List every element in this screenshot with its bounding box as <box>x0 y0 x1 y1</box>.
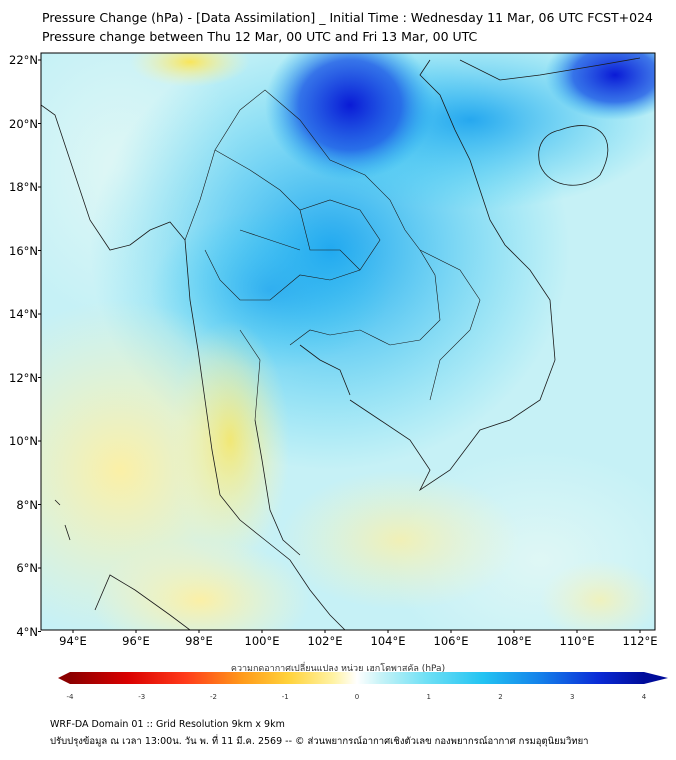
lat-tick-label: 16°N <box>9 243 38 258</box>
lat-tick-label: 10°N <box>9 434 38 448</box>
colorbar <box>70 672 644 684</box>
lat-tick-label: 18°N <box>9 180 38 194</box>
lat-tick-label: 14°N <box>9 307 38 321</box>
colorbar-tick-label: 4 <box>641 693 647 701</box>
colorbar-tick-label: 2 <box>498 693 503 701</box>
plot-frame <box>40 52 656 631</box>
lon-tick-label: 106°E <box>433 634 469 648</box>
lon-tick-label: 102°E <box>307 634 343 648</box>
map-title: Pressure Change (hPa) - [Data Assimilati… <box>42 10 654 25</box>
colorbar-tick-label: -1 <box>281 693 289 701</box>
colorbar-tick-label: 3 <box>570 693 575 701</box>
lat-tick-label: 6°N <box>16 561 38 575</box>
lon-tick-label: 94°E <box>59 634 87 648</box>
lon-tick-label: 100°E <box>244 634 280 648</box>
colorbar-tick-label: -4 <box>66 693 74 701</box>
lat-tick-label: 12°N <box>9 370 38 385</box>
colorbar-tick-label: -3 <box>138 693 146 701</box>
lat-tick-label: 4°N <box>16 624 38 639</box>
lon-tick-label: 110°E <box>559 634 595 648</box>
colorbar-tick-label: -2 <box>210 693 217 701</box>
lon-tick-label: 112°E <box>622 634 658 648</box>
lat-tick-label: 22°N <box>9 53 38 67</box>
colorbar-min-arrow <box>58 672 70 684</box>
borders <box>184 89 481 421</box>
lon-tick-label: 108°E <box>496 634 532 648</box>
colorbar-tick-label: 0 <box>354 693 360 701</box>
colorbar-label: ความกดอากาศเปลี่ยนแปลง หน่วย เฮกโตพาสคัล… <box>230 664 446 674</box>
colorbar-max-arrow <box>644 672 668 684</box>
footer-grid-info: WRF-DA Domain 01 :: Grid Resolution 9km … <box>50 719 285 730</box>
coastlines <box>41 57 641 630</box>
footer-update-info: ปรับปรุงข้อมูล ณ เวลา 13:00น. วัน พ. ที่… <box>50 736 589 747</box>
lon-tick-label: 96°E <box>122 634 150 648</box>
lon-tick-label: 104°E <box>370 634 406 648</box>
lat-tick-label: 20°N <box>9 116 38 131</box>
lon-tick-label: 98°E <box>185 634 213 648</box>
colorbar-tick-label: 1 <box>426 693 431 701</box>
map-subtitle: Pressure change between Thu 12 Mar, 00 U… <box>42 29 478 44</box>
lat-tick-label: 8°N <box>16 497 38 512</box>
